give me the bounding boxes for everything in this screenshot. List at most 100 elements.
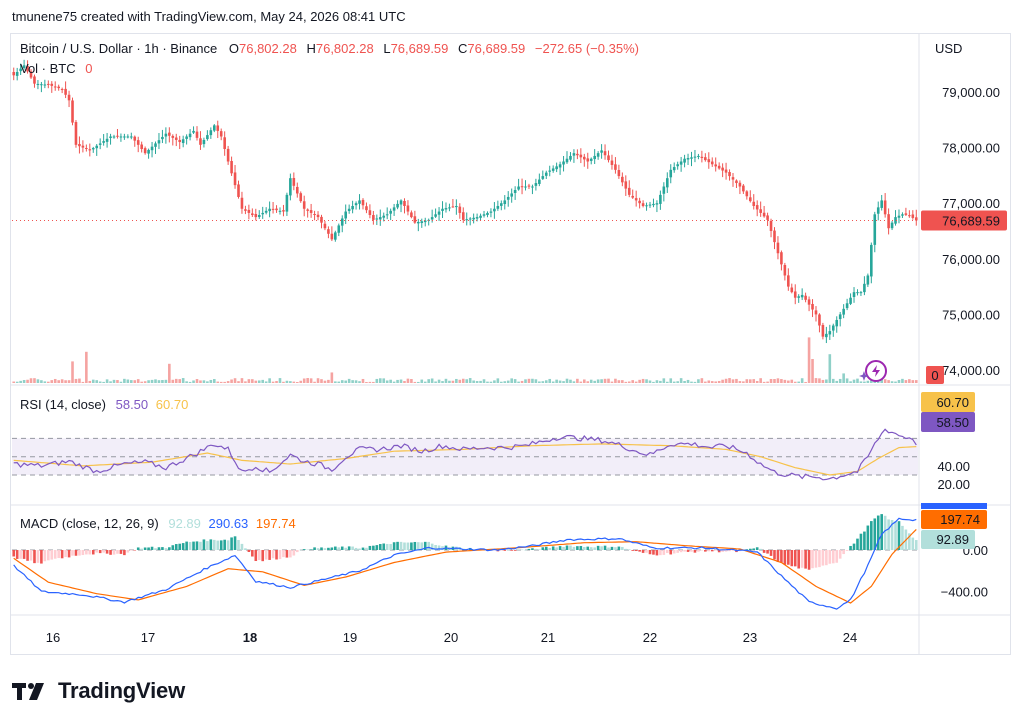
candle	[707, 152, 711, 169]
low-value: 76,689.59	[391, 41, 449, 56]
volume-bar	[745, 379, 749, 383]
macd-hist-bar	[901, 525, 904, 550]
macd-hist-bar	[838, 550, 842, 559]
volume-bar	[883, 379, 887, 383]
macd-hist-bar	[669, 550, 673, 555]
volume-bar	[790, 379, 794, 383]
candle	[344, 204, 347, 225]
candle	[306, 208, 309, 218]
candle	[897, 209, 901, 224]
chart-frame	[10, 33, 1011, 655]
lightning-icon[interactable]	[865, 360, 887, 382]
candle	[320, 214, 323, 229]
macd-hist-bar	[202, 539, 206, 550]
macd-hist-bar	[548, 547, 552, 550]
volume-bar	[278, 378, 282, 383]
volume-bar	[731, 379, 735, 383]
candle	[461, 207, 465, 223]
candle	[856, 289, 859, 296]
volume-bar	[665, 381, 669, 383]
candle	[569, 152, 572, 162]
candle	[914, 209, 918, 226]
macd-hist-bar	[624, 548, 628, 550]
candle	[593, 149, 596, 164]
volume-bar	[351, 380, 354, 383]
volume-bar	[493, 380, 496, 383]
candle	[185, 134, 188, 145]
volume-bar	[150, 379, 154, 383]
candle	[19, 63, 22, 75]
sparkle-icon	[859, 371, 869, 381]
time-tick-label: 23	[743, 630, 757, 645]
candle	[278, 207, 282, 215]
macd-hist-bar	[150, 546, 154, 550]
candle	[116, 129, 119, 139]
volume-bar	[437, 379, 441, 383]
volume-bar	[257, 380, 261, 383]
volume-bar	[60, 379, 64, 383]
volume-bar	[26, 379, 29, 383]
volume-bar	[652, 381, 655, 383]
macd-hist-bar	[327, 547, 330, 550]
volume-bar	[292, 381, 296, 383]
time-axis[interactable]: 16 17 18 19 20 21 22 23 24	[46, 630, 857, 645]
tradingview-logo[interactable]: TradingView	[12, 678, 185, 704]
macd-hist-bar	[627, 549, 631, 550]
macd-hist-bar	[29, 550, 33, 561]
candle	[444, 202, 448, 213]
candle	[47, 80, 50, 89]
candle	[434, 208, 437, 218]
macd-hist-bar	[665, 550, 669, 554]
volume-bar	[583, 379, 586, 383]
macd-hist-bar	[773, 550, 776, 560]
candle	[378, 209, 382, 226]
macd-hist-bar	[295, 550, 299, 553]
macd-hist-bar	[192, 541, 195, 550]
candle	[268, 201, 271, 218]
volume-bar	[372, 381, 375, 383]
candle	[323, 220, 327, 231]
candle	[98, 138, 102, 150]
volume-bar	[216, 381, 220, 383]
macd-hist-bar	[707, 550, 711, 552]
candle	[825, 326, 828, 344]
macd-hist-bar	[47, 550, 50, 561]
macd-hist-bar	[652, 550, 655, 555]
macd-hist-bar	[503, 550, 507, 551]
rsi-ma-badge-label: 60.70	[936, 395, 969, 410]
volume-bar	[845, 378, 849, 383]
svg-text:MACD (close, 12, 26, 9) 92: MACD (close, 12, 26, 9) 92.89 290.63 197…	[20, 516, 296, 531]
volume-bar	[396, 379, 399, 383]
volume-bar	[510, 378, 513, 383]
rsi-pane[interactable]: 40.00 20.00 60.70 58.50	[12, 392, 975, 492]
macd-hist-bar	[825, 550, 828, 566]
rsi-value: 58.50	[116, 397, 149, 412]
macd-hist-bar	[793, 550, 797, 567]
price-axis[interactable]: 79,000.00 78,000.00 77,000.00 76,000.00 75,0…	[921, 85, 1007, 384]
macd-hist-bar	[302, 549, 306, 550]
volume-bar	[787, 380, 790, 383]
macd-hist-bar	[268, 550, 271, 560]
high-value: 76,802.28	[316, 41, 374, 56]
price-pane[interactable]	[10, 34, 1011, 654]
macd-hist-bar	[171, 545, 175, 550]
candle	[496, 200, 500, 211]
candle	[140, 141, 143, 153]
volume-bar	[98, 381, 102, 383]
macd-hist-bar	[883, 515, 887, 550]
volume-bar	[797, 381, 800, 383]
volume-bar	[199, 380, 202, 383]
currency-label[interactable]: USD	[935, 41, 962, 56]
candle	[340, 215, 344, 233]
volume-bar	[914, 380, 918, 383]
volume-bar	[15, 381, 19, 383]
candle	[354, 201, 358, 210]
macd-hist-bar	[776, 550, 780, 563]
candle	[361, 198, 365, 210]
volume-bar	[282, 381, 285, 383]
candle	[91, 146, 95, 153]
candle	[482, 210, 486, 218]
volume-bar	[738, 381, 742, 383]
